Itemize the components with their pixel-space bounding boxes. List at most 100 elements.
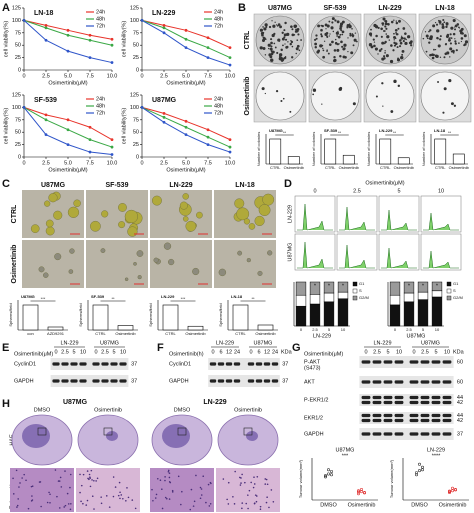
colony	[283, 33, 287, 37]
legend-label: G1	[359, 281, 365, 286]
band	[361, 380, 371, 384]
nucleus	[58, 507, 61, 509]
x-tick-label: 2.5	[42, 73, 50, 79]
colony	[334, 38, 337, 41]
colony	[326, 49, 328, 52]
colony	[321, 103, 323, 105]
colony	[393, 35, 396, 39]
colony	[322, 47, 324, 50]
colony	[280, 57, 285, 62]
x-tick-label: 0	[394, 327, 397, 332]
dose-label: 24	[272, 349, 278, 355]
colony	[393, 39, 395, 41]
colony	[422, 37, 425, 40]
nucleus	[226, 498, 228, 501]
data-point	[22, 19, 26, 22]
band	[255, 362, 263, 366]
colony	[433, 48, 435, 51]
sphere	[43, 272, 49, 278]
nucleus	[100, 502, 103, 505]
x-tick-label: 0	[22, 160, 25, 166]
stacked-bar	[309, 281, 321, 295]
panel-letter: C	[2, 178, 10, 190]
band	[209, 379, 217, 383]
band	[383, 400, 393, 405]
nucleus	[79, 473, 81, 476]
nucleus	[199, 486, 202, 489]
colony	[444, 43, 448, 46]
legend-label: 72h	[214, 23, 223, 29]
kda-label: 37	[282, 378, 288, 384]
legend-label: G2/M	[453, 295, 463, 300]
y-tick-label: 0	[18, 67, 21, 73]
y-tick-label: 75	[133, 30, 139, 36]
colony	[349, 34, 352, 37]
nucleus	[177, 475, 180, 478]
histogram	[423, 250, 459, 269]
colony	[428, 41, 431, 44]
significance: **	[448, 130, 452, 135]
nucleus	[156, 477, 159, 480]
band	[372, 380, 382, 384]
nucleus	[164, 479, 166, 482]
y-axis-label: Tumour volume(mm³)	[389, 459, 394, 498]
nucleus	[234, 470, 236, 473]
blot-label: P-EKR1/2	[304, 397, 328, 403]
colony	[385, 33, 388, 35]
data-point	[323, 474, 327, 478]
treatment-label: Osimertinib	[94, 407, 122, 413]
colony	[443, 87, 447, 91]
colony	[319, 44, 323, 48]
band	[209, 362, 217, 366]
blot-membrane	[208, 375, 280, 387]
data-point	[450, 486, 454, 490]
nucleus	[69, 486, 71, 489]
nucleus	[93, 508, 95, 510]
colony	[290, 40, 294, 44]
colony	[289, 110, 292, 113]
blot-label: EKR1/2	[304, 415, 323, 421]
colony	[270, 45, 273, 48]
nucleus	[272, 501, 275, 503]
band	[394, 418, 404, 423]
colony	[454, 26, 456, 28]
blot-label: CyclinD1	[14, 361, 36, 367]
nucleus	[118, 481, 121, 484]
colony	[398, 45, 402, 48]
colony	[344, 55, 347, 59]
treatment-label: DMSO	[174, 407, 191, 413]
colony	[435, 23, 439, 26]
blot-membrane	[359, 356, 454, 368]
colony	[340, 40, 343, 44]
treatment-label: Osimertinib(μM)	[304, 351, 343, 357]
significance: **	[111, 296, 115, 301]
y-axis-label: Spheres/field	[78, 303, 83, 326]
nucleus	[265, 478, 268, 481]
nucleus	[245, 502, 248, 505]
colony	[296, 44, 300, 48]
band	[409, 418, 419, 423]
nucleus	[193, 500, 196, 503]
dose-label: 5	[112, 349, 115, 355]
band	[119, 362, 127, 366]
band	[431, 418, 441, 423]
data-point	[44, 113, 48, 117]
y-axis-label: Tumour volume(mm³)	[298, 459, 303, 498]
nucleus	[125, 499, 127, 502]
stacked-bar	[309, 294, 321, 305]
data-point	[66, 49, 70, 53]
colony	[398, 19, 401, 23]
nucleus	[208, 505, 211, 507]
legend-swatch	[446, 281, 452, 287]
sphere	[137, 275, 142, 280]
colony	[282, 44, 284, 47]
nucleus	[268, 506, 270, 509]
colony	[356, 40, 358, 43]
nucleus	[91, 479, 93, 481]
colony	[325, 28, 327, 30]
colony	[289, 42, 292, 46]
colony	[384, 22, 388, 26]
colony	[401, 49, 405, 53]
nucleus	[122, 497, 124, 500]
plate	[255, 71, 305, 121]
